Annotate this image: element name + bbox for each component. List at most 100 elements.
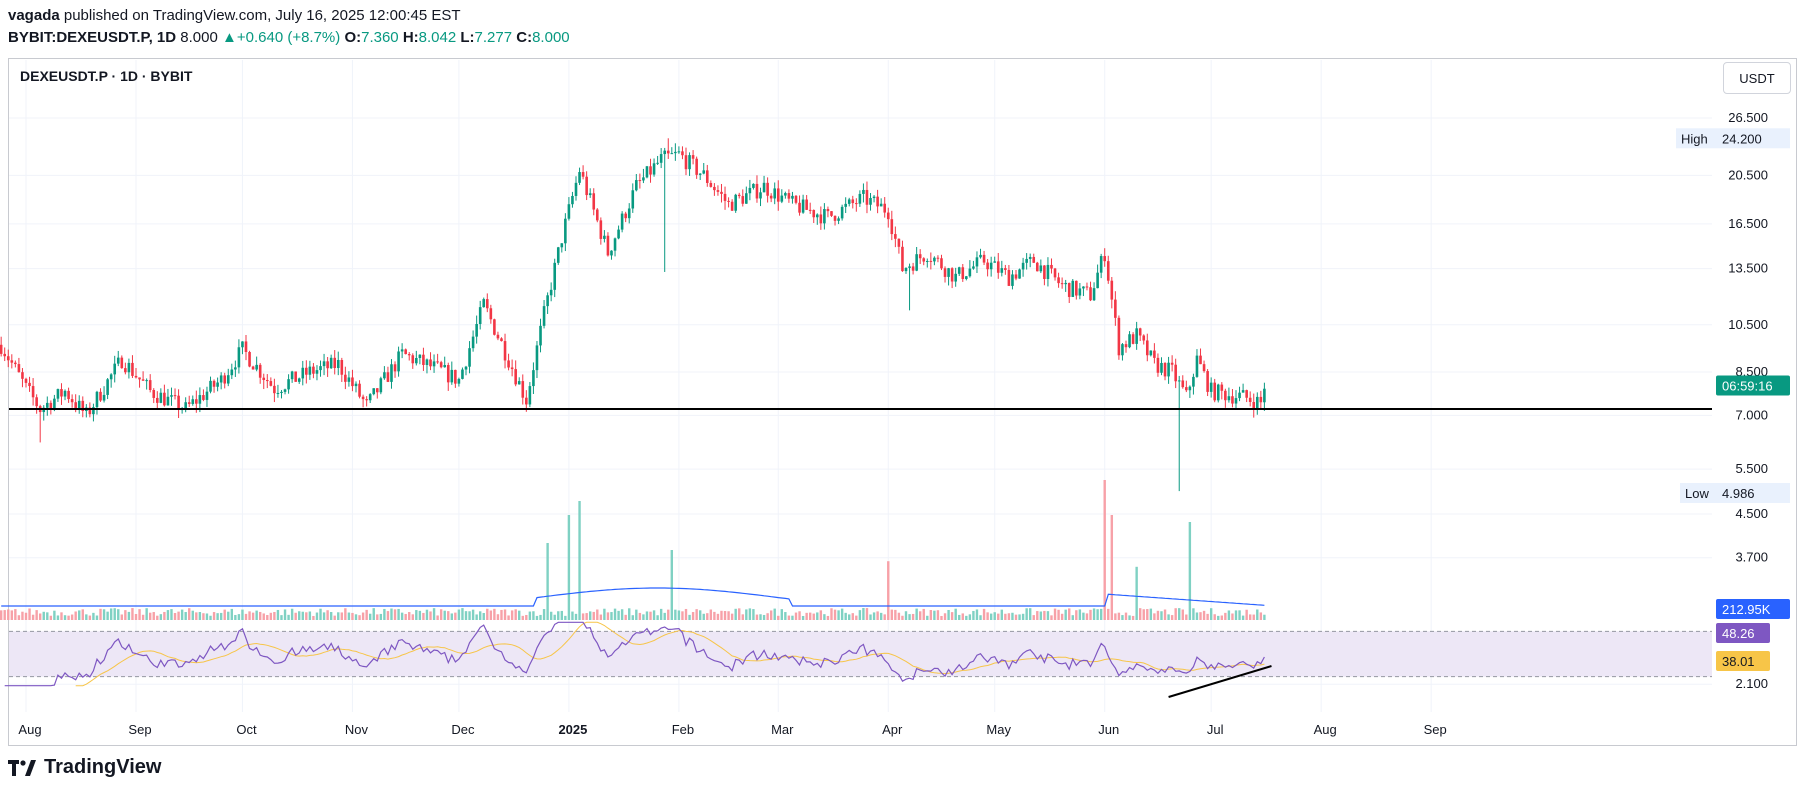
high-value: 8.042 bbox=[418, 29, 457, 46]
volume-bar bbox=[1202, 610, 1206, 620]
volume-bar bbox=[95, 615, 99, 620]
candle-body bbox=[872, 196, 876, 199]
candle-body bbox=[716, 190, 720, 192]
candle-body bbox=[17, 364, 21, 373]
candle-body bbox=[120, 357, 124, 369]
candle-body bbox=[879, 203, 883, 207]
candle-body bbox=[202, 395, 205, 400]
candle-body bbox=[1035, 262, 1039, 272]
candle-body bbox=[837, 218, 840, 221]
candle-body bbox=[734, 194, 737, 211]
candle-body bbox=[134, 375, 138, 378]
volume-bar bbox=[890, 609, 894, 620]
volume-bar bbox=[67, 615, 70, 620]
candle-body bbox=[947, 268, 950, 277]
candle-body bbox=[1234, 398, 1238, 404]
volume-bar bbox=[929, 610, 933, 620]
chart-frame[interactable] bbox=[8, 58, 1797, 746]
volume-bar bbox=[14, 609, 17, 620]
candle-body bbox=[60, 389, 63, 397]
currency-button[interactable]: USDT bbox=[1723, 62, 1791, 94]
volume-bar bbox=[883, 614, 886, 620]
volume-bar bbox=[1195, 612, 1199, 620]
volume-bar bbox=[3, 610, 6, 620]
volume-bar bbox=[844, 612, 847, 620]
candle-body bbox=[674, 151, 677, 154]
volume-bar bbox=[301, 611, 304, 620]
volume-bar bbox=[177, 611, 180, 620]
candle-body bbox=[489, 308, 493, 320]
candle-body bbox=[166, 396, 170, 406]
candle-body bbox=[358, 383, 361, 397]
volume-bar bbox=[159, 614, 163, 620]
volume-bar bbox=[1185, 614, 1188, 620]
volume-bar bbox=[855, 615, 858, 620]
candle-body bbox=[1252, 401, 1256, 410]
volume-bar bbox=[1263, 614, 1266, 620]
volume-bar bbox=[894, 609, 897, 620]
candle-body bbox=[326, 361, 329, 369]
candle-body bbox=[3, 353, 7, 357]
volume-bar bbox=[234, 614, 237, 620]
candle-body bbox=[961, 267, 965, 279]
candle-body bbox=[1050, 264, 1053, 269]
candle-body bbox=[929, 260, 933, 262]
volume-bar bbox=[961, 613, 964, 620]
candle-body bbox=[475, 324, 478, 337]
volume-bars bbox=[0, 480, 1266, 620]
volume-bar bbox=[1213, 614, 1216, 620]
change-value: +0.640 (+8.7%) bbox=[236, 29, 341, 46]
volume-bar bbox=[223, 609, 226, 620]
candle-body bbox=[159, 392, 163, 403]
candle-body bbox=[936, 257, 940, 259]
volume-bar bbox=[940, 615, 943, 620]
volume-bar bbox=[38, 613, 42, 620]
candle-body bbox=[514, 369, 517, 385]
candle-body bbox=[702, 170, 706, 174]
volume-bar bbox=[450, 613, 454, 620]
volume-bar bbox=[53, 610, 56, 620]
volume-bar bbox=[507, 615, 510, 620]
volume-bar bbox=[475, 614, 478, 620]
candle-body bbox=[1121, 344, 1124, 356]
candle-body bbox=[81, 400, 85, 412]
volume-bar bbox=[344, 608, 347, 620]
volume-bar bbox=[1043, 610, 1046, 620]
symbol-full: BYBIT:DEXEUSDT.P, 1D bbox=[8, 29, 177, 46]
candle-body bbox=[1156, 357, 1160, 373]
candle-body bbox=[620, 213, 624, 230]
volume-bar bbox=[972, 610, 975, 620]
candle-body bbox=[127, 362, 131, 373]
candle-body bbox=[567, 204, 571, 219]
candle-body bbox=[21, 372, 24, 379]
volume-bar bbox=[1114, 613, 1117, 620]
candle-body bbox=[1131, 334, 1135, 344]
candle-body bbox=[1245, 390, 1248, 398]
volume-bar bbox=[872, 612, 876, 620]
price-tick-label: 13.500 bbox=[1728, 261, 1768, 276]
volume-bar bbox=[968, 614, 972, 620]
candle-body bbox=[102, 394, 106, 401]
volume-bar bbox=[1082, 612, 1085, 620]
volume-bar bbox=[738, 608, 741, 620]
volume-bar bbox=[730, 613, 734, 620]
candle-body bbox=[773, 188, 777, 199]
volume-bar bbox=[283, 609, 287, 620]
candle-body bbox=[1028, 256, 1032, 259]
candle-body bbox=[319, 366, 322, 371]
candle-body bbox=[14, 362, 17, 365]
candle-body bbox=[752, 183, 755, 188]
author-name[interactable]: vagada bbox=[8, 7, 60, 24]
candle-body bbox=[77, 400, 81, 409]
volume-bar bbox=[152, 612, 155, 620]
volume-bar bbox=[138, 609, 141, 620]
volume-bar bbox=[801, 615, 805, 620]
time-tick-label: Aug bbox=[1314, 722, 1337, 737]
price-tick-label: 3.700 bbox=[1735, 550, 1768, 565]
candle-body bbox=[1153, 350, 1156, 358]
volume-bar bbox=[127, 611, 131, 620]
candle-body bbox=[950, 268, 954, 282]
volume-bar bbox=[120, 614, 124, 620]
candle-body bbox=[187, 402, 191, 404]
